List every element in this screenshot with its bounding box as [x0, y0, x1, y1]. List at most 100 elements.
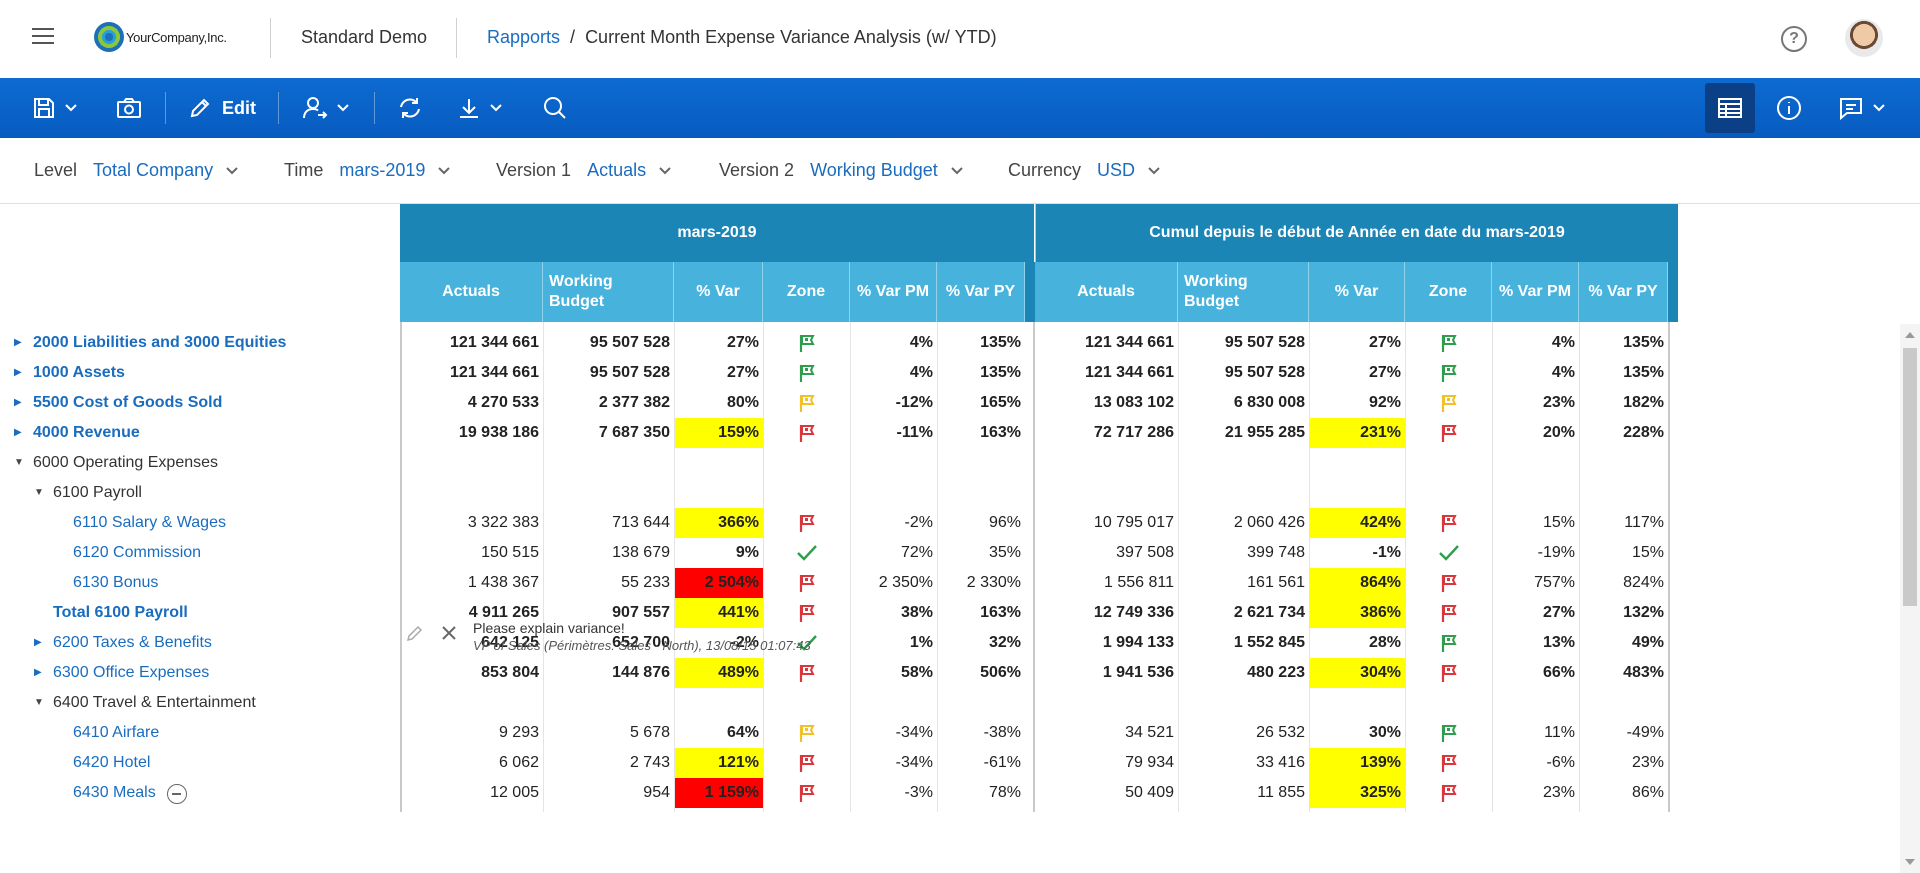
- expand-arrow-icon[interactable]: ▶: [34, 667, 42, 678]
- expand-arrow-icon[interactable]: ▶: [34, 637, 42, 648]
- row-label[interactable]: 6430 Meals: [73, 784, 156, 801]
- row-label[interactable]: 6120 Commission: [73, 544, 202, 561]
- table-cell: 12 005: [490, 784, 539, 801]
- table-cell: 713 644: [612, 514, 670, 531]
- scroll-down-arrow[interactable]: [1905, 859, 1915, 865]
- row-label[interactable]: 6420 Hotel: [73, 754, 151, 771]
- logo-text: YourCompany,Inc.: [126, 29, 227, 45]
- table-cell: 489%: [675, 658, 763, 688]
- vertical-scrollbar[interactable]: [1900, 324, 1920, 873]
- close-icon[interactable]: [440, 624, 458, 642]
- company-logo[interactable]: YourCompany,Inc.: [94, 22, 227, 52]
- download-button[interactable]: [457, 78, 503, 138]
- avatar[interactable]: [1845, 19, 1883, 57]
- scroll-up-arrow[interactable]: [1905, 332, 1915, 338]
- menu-icon[interactable]: [32, 28, 54, 46]
- table-cell: [1310, 478, 1405, 508]
- row-label[interactable]: 5500 Cost of Goods Sold: [33, 394, 223, 411]
- chevron-down-icon[interactable]: [437, 164, 451, 178]
- filter-level[interactable]: Level Total Company: [34, 160, 239, 181]
- row-label: 6000 Operating Expenses: [33, 454, 219, 471]
- row-label[interactable]: 6130 Bonus: [73, 574, 159, 591]
- table-cell: 161 561: [1247, 574, 1305, 591]
- search-button[interactable]: [542, 78, 568, 138]
- comments-button[interactable]: [1838, 78, 1886, 138]
- column-header[interactable]: Zone: [763, 262, 850, 322]
- filter-value[interactable]: USD: [1097, 160, 1136, 180]
- filter-value[interactable]: Working Budget: [810, 160, 938, 180]
- column-header[interactable]: % Var PY: [937, 262, 1025, 322]
- pencil-icon[interactable]: [406, 624, 424, 642]
- filter-currency[interactable]: Currency USD: [1008, 160, 1161, 181]
- table-cell: [764, 388, 850, 418]
- snapshot-button[interactable]: [116, 78, 142, 138]
- save-button[interactable]: [32, 78, 78, 138]
- chevron-down-icon[interactable]: [1147, 164, 1161, 178]
- row-label[interactable]: 6200 Taxes & Benefits: [53, 634, 212, 651]
- expand-arrow-icon[interactable]: ▶: [14, 427, 22, 438]
- edit-button[interactable]: Edit: [188, 78, 256, 138]
- table-cell: 1 159%: [675, 778, 763, 808]
- chevron-down-icon[interactable]: [950, 164, 964, 178]
- table-cell: [1406, 478, 1492, 508]
- comment-indicator-icon[interactable]: [167, 784, 187, 804]
- top-bar: YourCompany,Inc. Standard Demo Rapports …: [0, 0, 1920, 78]
- row-label[interactable]: 1000 Assets: [33, 364, 125, 381]
- row-label[interactable]: 2000 Liabilities and 3000 Equities: [33, 334, 287, 351]
- scroll-thumb[interactable]: [1903, 348, 1917, 606]
- column-header[interactable]: % Var: [674, 262, 763, 322]
- row-label[interactable]: Total 6100 Payroll: [53, 604, 188, 621]
- row-label[interactable]: 4000 Revenue: [33, 424, 140, 441]
- row-label[interactable]: 6410 Airfare: [73, 724, 160, 741]
- table-cell: [764, 448, 850, 478]
- filter-value[interactable]: mars-2019: [339, 160, 426, 180]
- column-header[interactable]: Actuals: [400, 262, 543, 322]
- filter-version-2[interactable]: Version 2 Working Budget: [719, 160, 964, 181]
- expand-arrow-icon[interactable]: ▶: [14, 367, 22, 378]
- filter-version-1[interactable]: Version 1 Actuals: [496, 160, 672, 181]
- help-icon[interactable]: ?: [1781, 26, 1807, 52]
- column-header[interactable]: % Var PM: [1492, 262, 1579, 322]
- filter-label: Level: [34, 160, 78, 180]
- collapse-arrow-icon[interactable]: ▼: [34, 487, 44, 498]
- user-menu-button[interactable]: [302, 78, 350, 138]
- collapse-arrow-icon[interactable]: ▼: [34, 697, 44, 708]
- column-header[interactable]: Working Budget: [1178, 262, 1309, 322]
- row-label[interactable]: 6300 Office Expenses: [53, 664, 210, 681]
- row-label[interactable]: 6110 Salary & Wages: [73, 514, 226, 531]
- column-divider: [1025, 262, 1035, 322]
- table-cell: 4%: [1551, 334, 1575, 351]
- filter-value[interactable]: Actuals: [587, 160, 647, 180]
- table-cell: 163%: [980, 424, 1021, 441]
- table-cell: 3 322 383: [467, 514, 539, 531]
- chevron-down-icon[interactable]: [225, 164, 239, 178]
- check-icon: [1439, 544, 1459, 561]
- filter-time[interactable]: Time mars-2019: [284, 160, 451, 181]
- column-header[interactable]: Actuals: [1035, 262, 1178, 322]
- table-cell: [544, 688, 674, 718]
- filter-value[interactable]: Total Company: [93, 160, 214, 180]
- filter-label: Version 2: [719, 160, 795, 180]
- chevron-down-icon[interactable]: [658, 164, 672, 178]
- column-header[interactable]: % Var PM: [850, 262, 937, 322]
- column-header[interactable]: % Var PY: [1579, 262, 1668, 322]
- column-header[interactable]: % Var: [1309, 262, 1405, 322]
- table-cell: 5 678: [629, 724, 670, 741]
- toolbar-divider: [165, 92, 166, 124]
- info-button[interactable]: [1776, 78, 1802, 138]
- grid-view-button[interactable]: [1705, 83, 1755, 133]
- breadcrumb-reports-link[interactable]: Rapports: [487, 27, 561, 47]
- table-row: ▶ 5500 Cost of Goods Sold 4 270 533 2 377 3…: [0, 388, 1920, 418]
- column-header[interactable]: Zone: [1405, 262, 1492, 322]
- expand-arrow-icon[interactable]: ▶: [14, 337, 22, 348]
- column-header[interactable]: Working Budget: [543, 262, 674, 322]
- edit-label: Edit: [222, 97, 256, 118]
- expand-arrow-icon[interactable]: ▶: [14, 397, 22, 408]
- refresh-button[interactable]: [397, 78, 423, 138]
- table-cell: 304%: [1310, 658, 1405, 688]
- table-cell: 1%: [909, 634, 933, 651]
- collapse-arrow-icon[interactable]: ▼: [14, 457, 24, 468]
- logo-mark: [94, 22, 124, 52]
- table-cell: [1406, 688, 1492, 718]
- table-cell: 10 795 017: [1093, 514, 1174, 531]
